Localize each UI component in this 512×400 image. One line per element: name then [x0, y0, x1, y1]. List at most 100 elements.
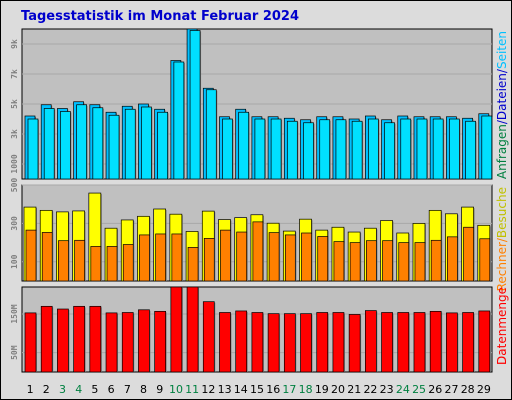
panel-bottom: 50M 150M [10, 286, 493, 373]
y-tick-label: 1000 [10, 154, 19, 173]
y-tick-label: 7k [10, 69, 19, 79]
bar-datenmenge-day-21 [348, 314, 361, 373]
bar-dateien-day-11 [189, 30, 201, 180]
bar-datenmenge-day-7 [121, 312, 134, 373]
day-label-8: 8 [140, 383, 147, 396]
y-tick-label: 500 [10, 178, 19, 193]
bar-datenmenge-day-19 [316, 312, 329, 373]
legend-entry: / [495, 237, 509, 242]
bar-rechner-day-15 [252, 221, 264, 282]
bar-dateien-day-20 [335, 119, 347, 180]
bar-dateien-day-25 [416, 118, 428, 180]
chart-title: Tagesstatistik im Monat Februar 2024 [21, 9, 299, 24]
bar-datenmenge-day-8 [138, 309, 150, 373]
bar-datenmenge-day-22 [364, 310, 377, 373]
y-tick-label: 3k [10, 129, 19, 139]
legend-entry: Datenmenge [495, 287, 509, 365]
side-legend-middle: Rechner/Besuche [495, 187, 509, 291]
bar-dateien-day-18 [303, 122, 314, 180]
day-label-10: 10 [169, 383, 183, 396]
day-label-15: 15 [250, 383, 264, 396]
bar-dateien-day-23 [384, 122, 395, 180]
legend-entry: Rechner [495, 242, 509, 291]
side-legend-top: Anfragen/Dateien/Seiten [495, 31, 509, 179]
bar-datenmenge-day-13 [219, 312, 231, 373]
side-legend-bottom: Datenmenge [495, 287, 509, 365]
bar-dateien-day-9 [157, 111, 169, 180]
bar-datenmenge-day-23 [381, 312, 393, 373]
bar-rechner-day-16 [268, 232, 280, 282]
bar-dateien-day-15 [254, 118, 266, 180]
bar-dateien-day-16 [270, 118, 282, 180]
bar-rechner-day-6 [106, 246, 118, 282]
day-label-22: 22 [363, 383, 377, 396]
bar-rechner-day-29 [479, 238, 491, 282]
bar-dateien-day-3 [60, 111, 71, 180]
bar-rechner-day-17 [284, 234, 296, 282]
bar-datenmenge-day-4 [73, 305, 85, 373]
bar-datenmenge-day-14 [235, 310, 248, 373]
bar-dateien-day-4 [76, 104, 87, 180]
day-label-29: 29 [477, 383, 491, 396]
bar-datenmenge-day-6 [105, 312, 118, 373]
day-labels: 1 2 3 4 5 6 7 8 9 10 11 12 13 14 15 16 17 18 19 20 21 22 23 24 2… [27, 383, 491, 396]
bar-dateien-day-28 [465, 120, 476, 180]
y-tick-label: 9k [10, 39, 19, 49]
day-label-2: 2 [43, 383, 50, 396]
bar-datenmenge-day-29 [478, 310, 491, 373]
bar-rechner-day-25 [414, 242, 426, 282]
bar-datenmenge-day-27 [446, 312, 458, 373]
bar-datenmenge-day-15 [251, 312, 264, 373]
legend-entry: Anfragen [495, 124, 509, 179]
bar-dateien-day-1 [27, 118, 39, 180]
day-label-21: 21 [347, 383, 361, 396]
bar-rechner-day-14 [236, 231, 248, 282]
y-tick-label: 100 [10, 254, 19, 269]
bar-datenmenge-day-2 [40, 305, 53, 373]
bar-rechner-day-3 [58, 240, 69, 282]
day-label-20: 20 [331, 383, 345, 396]
bar-rechner-day-23 [382, 240, 393, 282]
bar-datenmenge-day-16 [267, 313, 280, 373]
bar-rechner-day-7 [122, 244, 134, 282]
day-label-27: 27 [444, 383, 458, 396]
day-label-5: 5 [91, 383, 98, 396]
bar-rechner-day-2 [41, 232, 53, 282]
bar-datenmenge-day-9 [154, 310, 167, 373]
bar-rechner-day-1 [25, 229, 37, 282]
day-label-17: 17 [282, 383, 296, 396]
bar-rechner-day-26 [430, 239, 442, 282]
bar-rechner-day-18 [301, 232, 312, 282]
legend-entry: / [495, 68, 509, 73]
panel-middle: 100 300 500 [10, 178, 493, 282]
bar-datenmenge-day-25 [413, 312, 426, 373]
bar-dateien-day-26 [432, 118, 444, 180]
y-tick-label: 5k [10, 99, 19, 109]
bar-rechner-day-8 [139, 234, 150, 282]
day-label-24: 24 [396, 383, 410, 396]
day-label-6: 6 [108, 383, 115, 396]
bar-rechner-day-28 [463, 226, 474, 282]
bar-rechner-day-9 [155, 233, 167, 282]
bar-dateien-day-13 [222, 118, 233, 180]
bar-datenmenge-day-17 [283, 313, 296, 373]
bar-rechner-day-13 [220, 229, 231, 282]
bar-dateien-day-21 [351, 120, 363, 180]
bar-datenmenge-day-26 [429, 310, 442, 373]
day-label-19: 19 [315, 383, 329, 396]
bar-rechner-day-10 [171, 233, 183, 282]
bar-datenmenge-day-10 [170, 286, 183, 373]
bar-dateien-day-10 [173, 61, 185, 180]
legend-entry: / [495, 119, 509, 124]
bar-rechner-day-27 [447, 236, 458, 282]
chart-panels: 1000 3k 5k 7k 9k 100 300 500 50M 150M [10, 28, 493, 373]
bar-dateien-day-27 [449, 118, 460, 180]
bar-datenmenge-day-24 [397, 312, 410, 373]
bar-rechner-day-24 [398, 242, 410, 282]
bar-dateien-day-2 [43, 108, 55, 180]
day-label-16: 16 [266, 383, 280, 396]
bar-dateien-day-22 [367, 118, 379, 180]
day-label-13: 13 [218, 383, 232, 396]
day-label-9: 9 [156, 383, 163, 396]
bar-dateien-day-19 [319, 119, 331, 180]
